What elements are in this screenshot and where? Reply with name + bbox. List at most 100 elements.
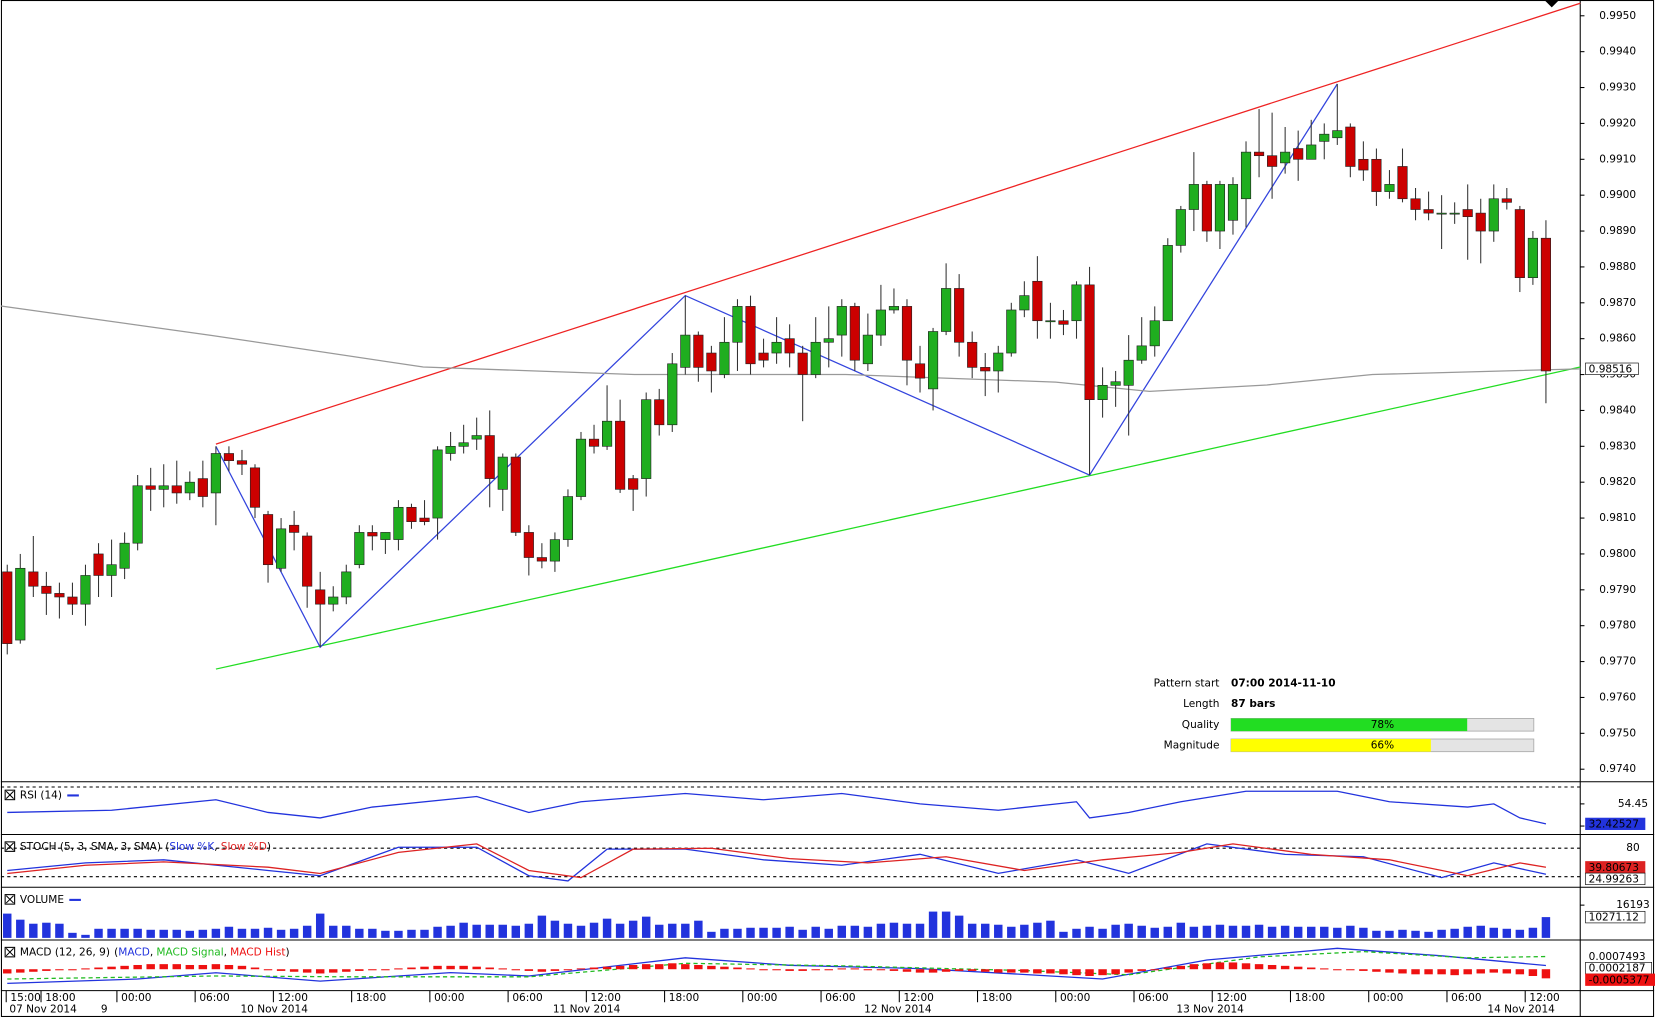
bar (1137, 925, 1146, 938)
bar (589, 967, 599, 970)
candle-body (549, 539, 560, 562)
bar (511, 925, 521, 938)
panel-checkbox (4, 841, 16, 852)
bar (133, 964, 142, 970)
bar (811, 969, 820, 971)
candle-body (1267, 155, 1278, 167)
candle-body (380, 532, 391, 540)
bar (889, 969, 899, 971)
bar (329, 925, 338, 938)
bar (263, 927, 273, 938)
y-tick-label: 0.9780 (1599, 620, 1636, 632)
bar (433, 965, 442, 970)
bar (967, 923, 977, 938)
bar (915, 969, 925, 973)
bar (1333, 969, 1342, 971)
bar (902, 969, 912, 972)
candle-body (1514, 209, 1525, 279)
bar (1280, 925, 1290, 938)
bar (824, 969, 833, 971)
candle-body (184, 481, 195, 494)
legend-punct: ) (286, 947, 290, 959)
panel-title: RSI (14) (20, 789, 62, 801)
bar (133, 928, 142, 938)
series-line (7, 950, 1546, 980)
info-label: Pattern start (1154, 678, 1220, 690)
bar (498, 924, 507, 938)
legend-entry: MACD (118, 947, 150, 959)
candle-body (1019, 295, 1030, 311)
bar (159, 929, 168, 938)
bar (289, 969, 299, 972)
candle-body (719, 341, 730, 375)
value-box-label: -0.0005377 (1589, 974, 1650, 986)
bar (1528, 927, 1538, 938)
bar (394, 968, 403, 970)
date-label: 13 Nov 2014 (1176, 1004, 1244, 1016)
bar (3, 913, 12, 938)
bar (1463, 926, 1472, 938)
bar (3, 969, 12, 974)
x-tick-label: 00:00 (747, 992, 777, 1004)
bar (941, 911, 951, 938)
series-line (0, 305, 1581, 393)
bar (511, 969, 521, 971)
bar (55, 969, 64, 971)
candle-body (93, 553, 104, 576)
bar (1385, 969, 1394, 973)
candle-body (588, 438, 600, 447)
bar (876, 923, 886, 938)
legend-entry: MACD Hist (230, 947, 285, 959)
legend-punct: ) (267, 841, 271, 853)
bar (1254, 924, 1264, 938)
bar (368, 969, 377, 971)
candle-body (928, 331, 939, 390)
bar (224, 964, 234, 970)
candle-body (1032, 280, 1043, 322)
bar (355, 928, 364, 938)
date-label: 10 Nov 2014 (240, 1004, 308, 1016)
bar (1515, 969, 1525, 975)
bar (759, 927, 768, 938)
candle-body (980, 367, 991, 372)
bar (1424, 969, 1433, 975)
legend-entry: MACD Signal (156, 947, 223, 959)
candle-body (158, 485, 169, 490)
bar (315, 913, 325, 938)
gauge-fill (1231, 718, 1468, 732)
bar (237, 965, 247, 970)
legend-entry: Slow %K (169, 841, 215, 853)
bar (681, 923, 690, 938)
bar (1293, 966, 1303, 970)
bar (1228, 962, 1238, 970)
bar (524, 923, 534, 938)
bar (146, 964, 155, 970)
candle-body (901, 306, 913, 361)
bar (1489, 927, 1498, 938)
candle-body (236, 460, 248, 465)
panel-title: VOLUME (20, 894, 64, 906)
bar (120, 965, 129, 970)
candle-body (80, 575, 91, 605)
candle-body (197, 478, 208, 497)
bar (1228, 925, 1238, 938)
x-tick-label: 12:00 (904, 992, 934, 1004)
candle-body (1240, 151, 1252, 200)
bar (1293, 926, 1303, 938)
bar (694, 920, 703, 938)
bar (381, 930, 390, 938)
y-tick-label: 0.9870 (1599, 297, 1636, 309)
bar (994, 924, 1003, 938)
y-tick-label: 0.9890 (1599, 225, 1636, 237)
value-box (1585, 872, 1646, 886)
x-tick-label: 18:00 (669, 992, 699, 1004)
candle-body (341, 571, 352, 598)
x-tick-label: 06:00 (1451, 992, 1481, 1004)
bar (1007, 969, 1016, 973)
bar (1085, 926, 1094, 938)
bar (1320, 968, 1329, 970)
x-tick-label: 18:00 (982, 992, 1012, 1004)
bar (1385, 930, 1394, 938)
bar (1411, 930, 1420, 938)
bar (368, 928, 377, 938)
